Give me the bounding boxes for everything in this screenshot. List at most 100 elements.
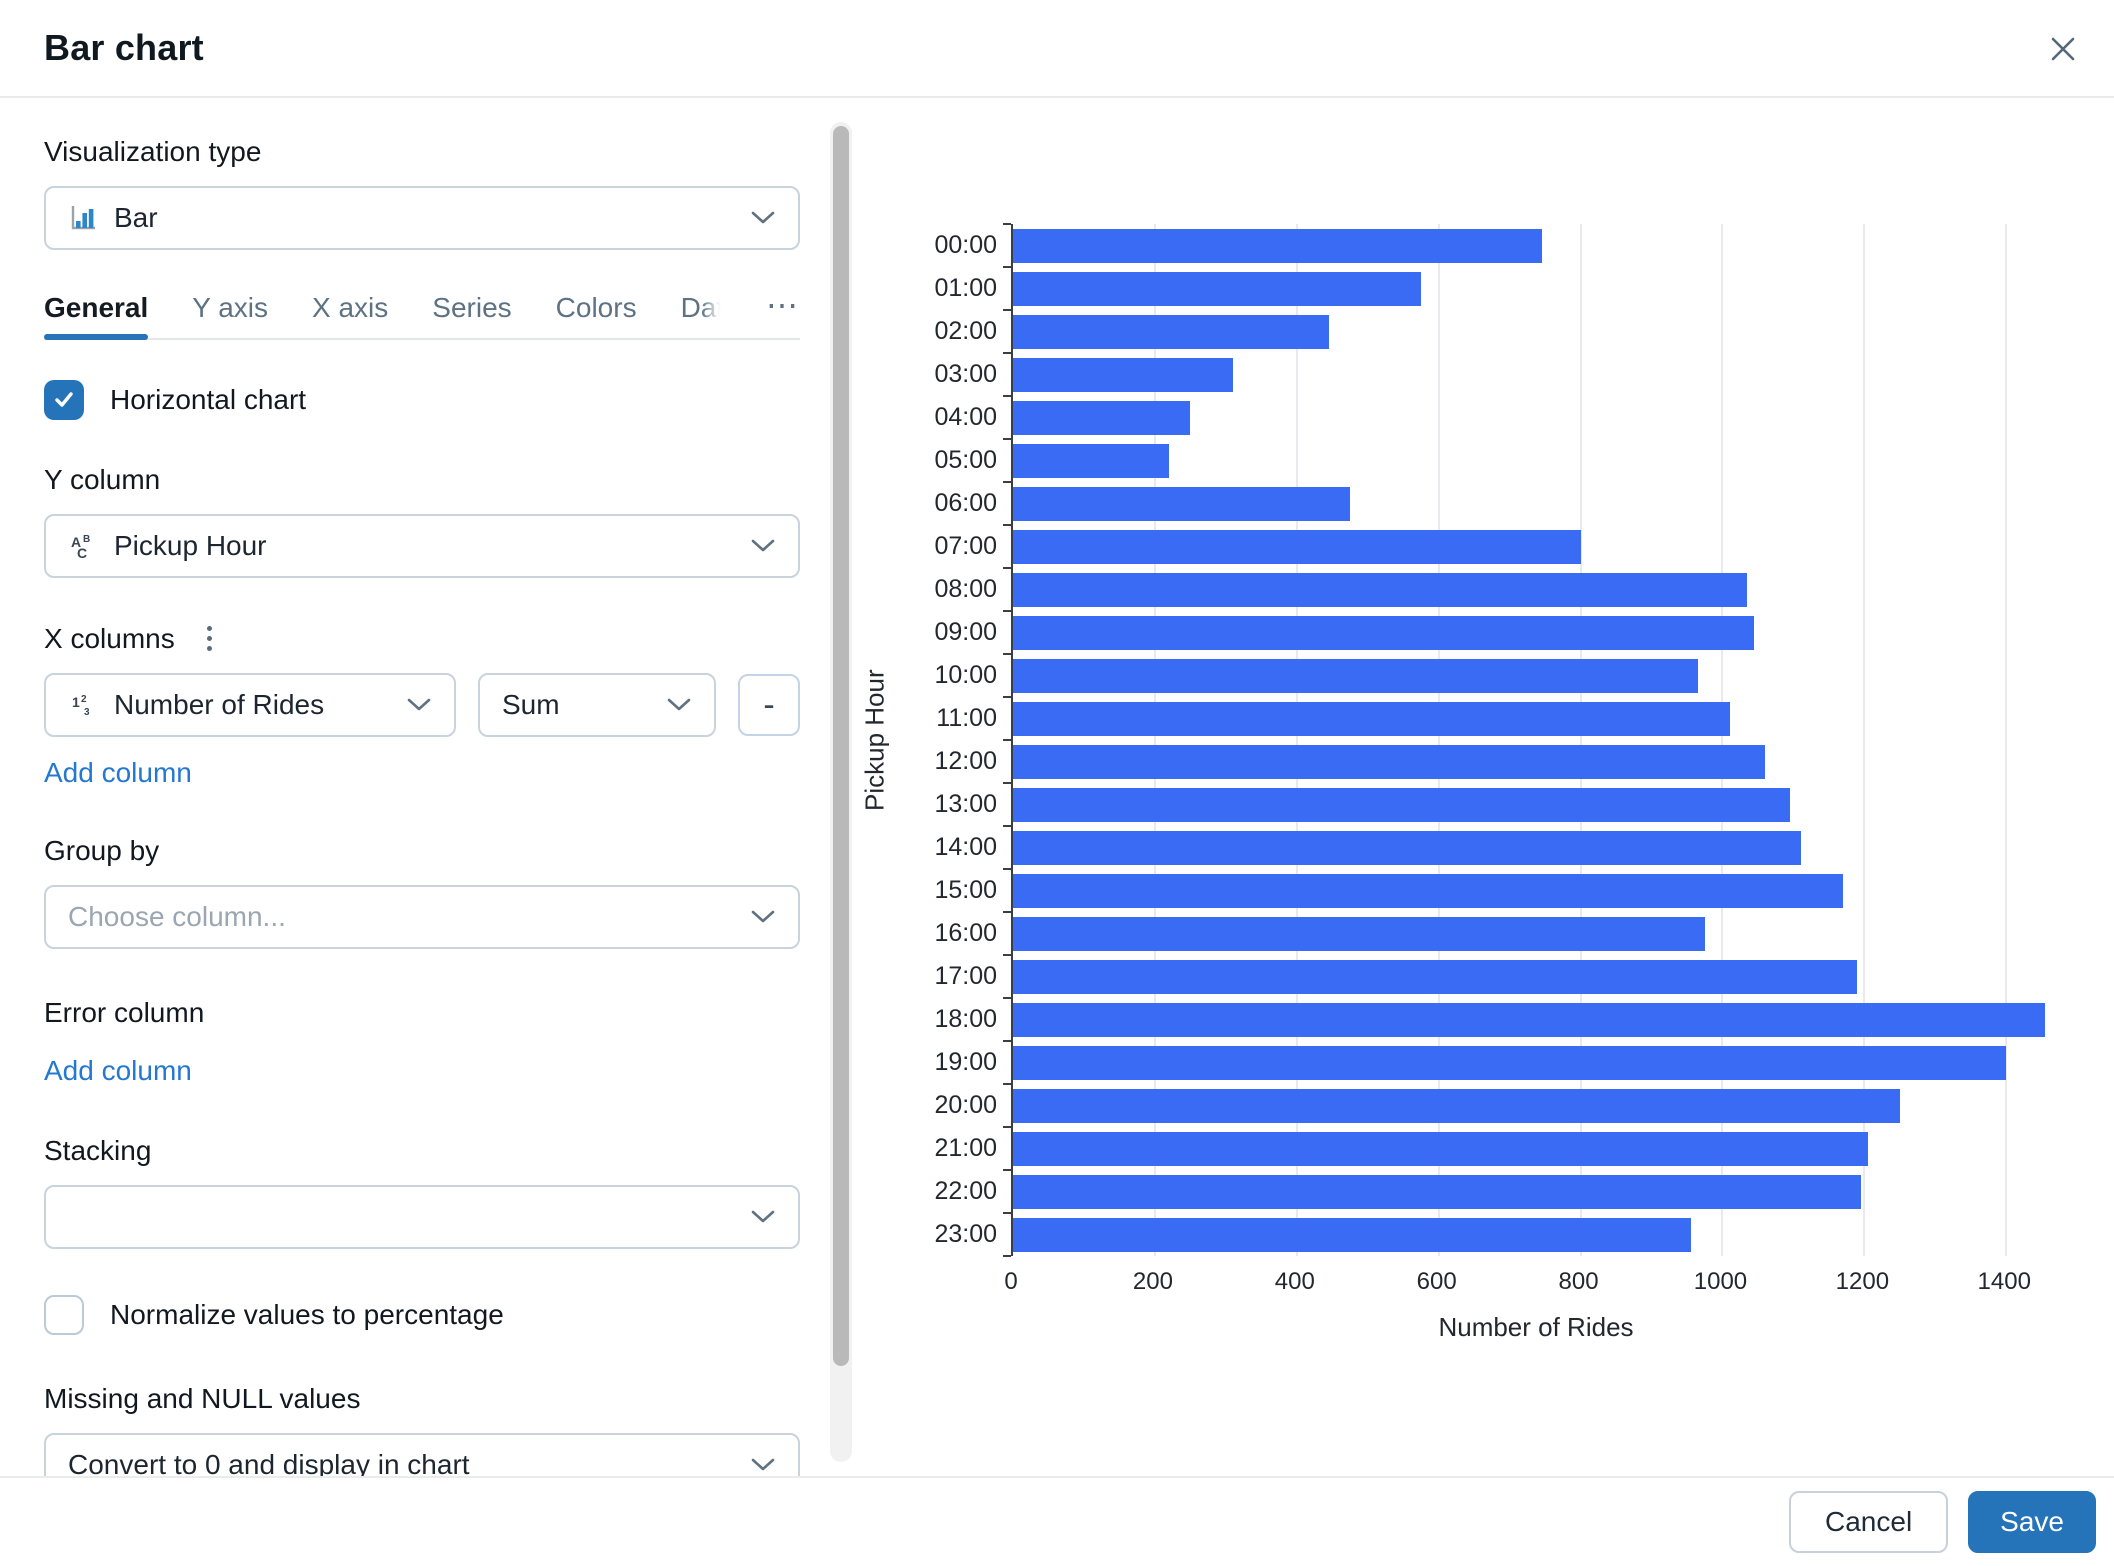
gridline (1863, 224, 1866, 1256)
visualization-type-select[interactable]: Bar (44, 186, 800, 250)
bar-row (1013, 396, 2061, 439)
y-axis-tick (1003, 997, 1011, 999)
bar-row (1013, 439, 2061, 482)
group-by-select[interactable]: Choose column... (44, 885, 800, 949)
normalize-checkbox[interactable] (44, 1295, 84, 1335)
bar (1013, 658, 1698, 693)
gridline (1153, 224, 1156, 1256)
x-tick-label: 600 (1416, 1268, 1457, 1295)
y-axis-tick (1003, 911, 1011, 913)
svg-text:1: 1 (72, 694, 80, 710)
gridline (1437, 224, 1440, 1256)
missing-null-value: Convert to 0 and display in chart (68, 1449, 470, 1476)
group-by-label: Group by (44, 835, 160, 866)
y-tick-label: 20:00 (934, 1091, 997, 1119)
string-type-icon: A B C (68, 531, 98, 561)
chevron-down-icon (751, 1210, 775, 1223)
horizontal-chart-row: Horizontal chart (44, 380, 800, 420)
y-axis-tick (1003, 438, 1011, 440)
bar-row (1013, 955, 2061, 998)
check-icon (52, 388, 76, 412)
add-error-column-link[interactable]: Add column (44, 1055, 192, 1086)
bar (1013, 873, 1843, 908)
normalize-row: Normalize values to percentage (44, 1295, 800, 1335)
y-axis-tick (1003, 352, 1011, 354)
dialog-header: Bar chart (0, 0, 2114, 98)
aggregation-select[interactable]: Sum (478, 673, 716, 737)
x-columns-label: X columns (44, 622, 175, 654)
svg-text:A: A (71, 534, 81, 550)
bar-row (1013, 1127, 2061, 1170)
config-panel-scrollbar (830, 122, 852, 1462)
tab-x-axis[interactable]: X axis (312, 292, 389, 323)
svg-text:B: B (83, 534, 90, 545)
horizontal-chart-checkbox[interactable] (44, 380, 84, 420)
stacking-select[interactable] (44, 1185, 800, 1249)
bar (1013, 744, 1765, 779)
y-axis-title: Pickup Hour (859, 669, 890, 811)
bar (1013, 314, 1329, 349)
tab-colors[interactable]: Colors (555, 292, 637, 323)
visualization-type-value: Bar (114, 202, 158, 233)
x-tick-label: 0 (1004, 1268, 1018, 1295)
x-columns-label-row: X columns (44, 622, 800, 655)
y-tick-label: 14:00 (934, 833, 997, 861)
chevron-down-icon (667, 698, 691, 711)
tab-series[interactable]: Series (432, 292, 512, 323)
y-tick-label: 05:00 (934, 446, 997, 474)
cancel-button[interactable]: Cancel (1789, 1491, 1949, 1553)
visualization-type-label: Visualization type (44, 136, 262, 167)
bar-row (1013, 525, 2061, 568)
y-column-value: Pickup Hour (114, 530, 267, 561)
x-tick-label: 1200 (1835, 1268, 1890, 1295)
save-button[interactable]: Save (1968, 1491, 2096, 1553)
bar (1013, 959, 1857, 994)
scrollbar-thumb[interactable] (833, 126, 849, 1366)
config-panel: Visualization type Bar General Y axis X ax… (0, 98, 820, 1476)
bar-row (1013, 740, 2061, 783)
y-axis-tick (1003, 395, 1011, 397)
bar-row (1013, 482, 2061, 525)
bar-chart-icon (68, 203, 98, 233)
bar (1013, 228, 1542, 263)
bar (1013, 701, 1730, 736)
dialog-title: Bar chart (44, 27, 204, 68)
y-axis-tick (1003, 954, 1011, 956)
tab-general[interactable]: General (44, 292, 149, 340)
y-column-select[interactable]: A B C Pickup Hour (44, 514, 800, 578)
y-tick-label: 11:00 (936, 704, 997, 732)
tabs-overflow-button[interactable]: ⋯ (766, 287, 800, 323)
y-tick-label: 09:00 (934, 618, 997, 646)
y-tick-label: 04:00 (934, 403, 997, 431)
y-axis-tick (1003, 1212, 1011, 1214)
tab-dat[interactable]: Dat (680, 292, 722, 323)
y-axis-tick (1003, 1126, 1011, 1128)
x-axis-title: Number of Rides (1438, 1312, 1634, 1342)
chevron-down-icon (751, 211, 775, 224)
aggregation-value: Sum (502, 689, 560, 720)
y-tick-label: 16:00 (934, 919, 997, 947)
bar (1013, 486, 1350, 521)
bar-row (1013, 1041, 2061, 1084)
y-axis-tick-labels: 00:00 01:00 02:00 03:00 04:00 05:00 06:00 07:00… (899, 224, 1011, 1256)
x-axis-tick-labels: 0 200 400 600 800 1000 1200 1400 (1004, 1256, 2061, 1302)
gridline (2005, 224, 2008, 1256)
tab-y-axis[interactable]: Y axis (192, 292, 269, 323)
bar (1013, 443, 1169, 478)
bar (1013, 357, 1233, 392)
kebab-menu-icon[interactable] (203, 622, 216, 655)
add-x-column-link[interactable]: Add column (44, 757, 192, 788)
y-tick-label: 15:00 (934, 876, 997, 904)
x-column-select[interactable]: 1 2 3 Number of Rides (44, 673, 456, 737)
bar-chart-preview: Pickup Hour 00:00 01:00 02:00 03:00 04:00 05:… (851, 223, 2061, 1358)
chevron-down-icon (751, 1458, 775, 1471)
remove-column-button[interactable]: - (738, 674, 800, 736)
y-axis-tick (1003, 1255, 1011, 1257)
close-button[interactable] (2038, 24, 2088, 74)
bar-row (1013, 912, 2061, 955)
missing-null-select[interactable]: Convert to 0 and display in chart (44, 1433, 800, 1476)
chevron-down-icon (751, 539, 775, 552)
y-tick-label: 23:00 (934, 1220, 997, 1248)
bar-row (1013, 267, 2061, 310)
